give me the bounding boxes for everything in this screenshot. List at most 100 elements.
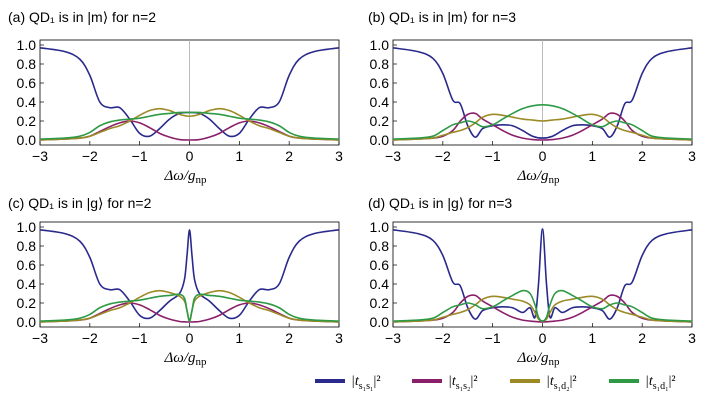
x-tick-label: 2 — [638, 330, 646, 346]
y-tick-label: 0.8 — [370, 56, 390, 72]
x-axis-label-sub: np — [196, 356, 208, 368]
legend-label-t_s1d2: |ts₁d₂|² — [546, 374, 577, 392]
x-axis-label: Δω/gnp — [163, 350, 207, 368]
series-line-t_s1d1 — [39, 293, 340, 322]
x-tick-label: 0 — [539, 330, 547, 346]
x-tick-label: 3 — [335, 148, 343, 164]
y-tick-label: 0.8 — [17, 56, 37, 72]
series-line-t_s1d1 — [39, 111, 340, 140]
x-tick-label: −3 — [385, 148, 401, 164]
legend-label-main: |t — [546, 374, 555, 389]
x-tick-label: −2 — [435, 148, 451, 164]
y-tick-label: 0.0 — [17, 132, 37, 148]
panel-title: (c) QD₁ is in |g⟩ for n=2 — [8, 195, 152, 211]
legend-label-post: |² — [570, 374, 577, 389]
x-tick-label: 0 — [539, 148, 547, 164]
legend-label-post: |² — [471, 374, 478, 389]
x-tick-label: −2 — [82, 148, 98, 164]
series-line-t_s1s1 — [392, 47, 693, 139]
y-tick-label: 0.4 — [370, 276, 390, 292]
series-line-t_s1d1 — [392, 289, 693, 322]
series-line-t_s1d1 — [392, 104, 693, 140]
legend-label-t_s1s2: |ts₁s₂|² — [448, 374, 478, 392]
series-line-t_s1d2 — [392, 295, 693, 323]
panel-title: (d) QD₁ is in |g⟩ for n=3 — [368, 195, 512, 211]
x-tick-label: 3 — [335, 330, 343, 346]
x-axis-label: Δω/gnp — [516, 350, 560, 368]
y-tick-label: 1.0 — [370, 37, 390, 53]
x-axis-label-sub: np — [196, 174, 208, 186]
legend-label-t_s1s1: |ts₁s₁|² — [351, 374, 381, 392]
x-tick-label: −1 — [485, 330, 501, 346]
legend-label-main: |t — [645, 374, 654, 389]
x-axis-label-main: Δω/g — [516, 168, 549, 184]
x-tick-label: −1 — [485, 148, 501, 164]
x-tick-label: 0 — [186, 330, 194, 346]
y-tick-label: 1.0 — [17, 219, 37, 235]
y-tick-label: 0.0 — [370, 314, 390, 330]
panel-d: (d) QD₁ is in |g⟩ for n=3 0.0 0.2 0.4 0.6 0.8… — [368, 195, 696, 368]
panel-title: (a) QD₁ is in |m⟩ for n=2 — [8, 9, 156, 25]
x-tick-label: −2 — [82, 330, 98, 346]
x-axis-label: Δω/gnp — [516, 168, 560, 186]
legend-label-main: |t — [351, 374, 360, 389]
series-line-t_s1d2 — [392, 113, 693, 141]
panel-b: (b) QD₁ is in |m⟩ for n=3 0.0 0.2 0.4 0.6 0.8… — [368, 9, 696, 186]
x-tick-label: −1 — [132, 148, 148, 164]
y-tick-label: 0.6 — [370, 257, 390, 273]
y-tick-label: 0.2 — [17, 295, 37, 311]
x-axis-label-main: Δω/g — [163, 168, 196, 184]
series-line-t_s1s1 — [392, 228, 693, 320]
y-tick-label: 0.0 — [17, 314, 37, 330]
y-tick-label: 0.6 — [17, 75, 37, 91]
x-tick-label: −2 — [435, 330, 451, 346]
x-axis-label-sub: np — [549, 356, 561, 368]
legend-label-post: |² — [669, 374, 676, 389]
legend-label-sub: s₁d₂ — [554, 381, 570, 392]
y-tick-label: 0.8 — [370, 238, 390, 254]
x-tick-label: 1 — [235, 148, 243, 164]
y-tick-label: 1.0 — [17, 37, 37, 53]
x-axis-label-main: Δω/g — [163, 350, 196, 366]
y-tick-label: 0.2 — [370, 113, 390, 129]
legend-label-sub: s₁d₁ — [653, 381, 669, 392]
series-line-t_s1s2 — [392, 294, 693, 323]
x-tick-label: 3 — [688, 330, 696, 346]
y-tick-label: 0.0 — [370, 132, 390, 148]
series-line-t_s1s2 — [39, 302, 340, 323]
x-tick-label: −3 — [385, 330, 401, 346]
x-tick-label: 2 — [285, 148, 293, 164]
legend-label-post: |² — [374, 374, 381, 389]
panel-a: (a) QD₁ is in |m⟩ for n=2 0.0 0.2 0.4 0.6 0.8… — [8, 9, 343, 186]
x-tick-label: −1 — [132, 330, 148, 346]
x-tick-label: −3 — [32, 330, 48, 346]
legend: |ts₁s₁|² |ts₁s₂|² |ts₁d₂|² |ts₁d₁|² — [315, 374, 676, 392]
series-line-t_s1d2 — [39, 107, 340, 141]
x-tick-label: 2 — [638, 148, 646, 164]
x-tick-label: 3 — [688, 148, 696, 164]
legend-label-main: |t — [448, 374, 457, 389]
y-tick-label: 0.6 — [370, 75, 390, 91]
y-tick-label: 0.4 — [17, 276, 37, 292]
legend-label-t_s1d1: |ts₁d₁|² — [645, 374, 676, 392]
x-tick-label: 1 — [235, 330, 243, 346]
y-tick-label: 0.2 — [17, 113, 37, 129]
x-tick-label: 2 — [285, 330, 293, 346]
y-tick-label: 0.8 — [17, 238, 37, 254]
series-line-t_s1s1 — [39, 229, 340, 320]
y-tick-label: 0.6 — [17, 257, 37, 273]
x-axis-label: Δω/gnp — [163, 168, 207, 186]
series-line-t_s1s2 — [39, 120, 340, 141]
y-tick-label: 1.0 — [370, 219, 390, 235]
legend-label-sub: s₁s₂ — [456, 381, 471, 392]
x-tick-label: 1 — [588, 330, 596, 346]
panel-title: (b) QD₁ is in |m⟩ for n=3 — [368, 9, 516, 25]
plot-frame — [392, 221, 693, 328]
legend-label-sub: s₁s₁ — [359, 381, 374, 392]
y-tick-label: 0.4 — [370, 94, 390, 110]
x-tick-label: 0 — [186, 148, 194, 164]
x-tick-label: 1 — [588, 148, 596, 164]
panel-c: (c) QD₁ is in |g⟩ for n=2 0.0 0.2 0.4 0.6 0.8… — [8, 195, 343, 368]
plot-frame — [39, 221, 340, 328]
